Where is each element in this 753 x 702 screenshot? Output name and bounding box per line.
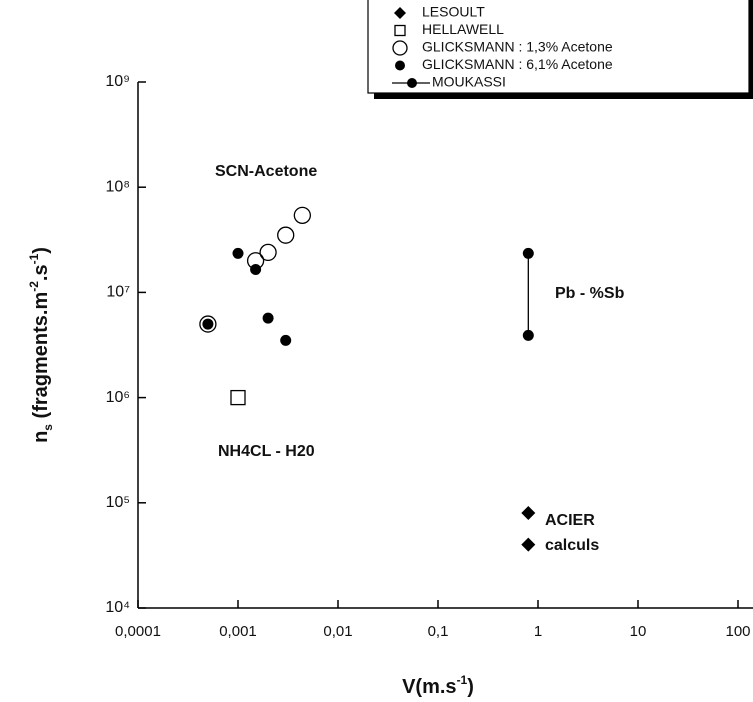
- legend-label: MOUKASSI: [432, 74, 506, 90]
- ylabel_parts-part: (fragments.m: [30, 292, 52, 424]
- x-tick-label: 10: [630, 623, 647, 640]
- open-circle-point: [293, 206, 311, 225]
- ylabel_parts-part: -1: [27, 253, 41, 264]
- square-point: [394, 24, 406, 37]
- ylabel_parts-part: s: [41, 424, 55, 431]
- legend-label: GLICKSMANN : 6,1% Acetone: [422, 56, 613, 72]
- square-point: [230, 389, 246, 406]
- dot-point: [202, 318, 214, 330]
- annotation: NH4CL - H20: [218, 443, 315, 460]
- ylabel_parts-part: .s: [30, 264, 52, 281]
- open-circle-point: [277, 226, 295, 244]
- y-tick-label: 10⁵: [106, 494, 130, 511]
- x-tick-label: 0,001: [219, 623, 257, 640]
- legend-box: [367, 0, 750, 94]
- dot-point: [407, 78, 417, 88]
- open-circle-point: [199, 315, 217, 333]
- y-tick-label: 10⁹: [105, 73, 130, 90]
- open-circle-point: [259, 243, 277, 262]
- y-tick-label: 10⁶: [106, 389, 130, 406]
- annotation: calculs: [545, 537, 599, 554]
- y-tick-label: 10⁷: [106, 284, 130, 301]
- y-tick-label: 10⁴: [105, 599, 130, 616]
- legend-label: LESOULT: [422, 4, 485, 20]
- dot-point: [250, 264, 262, 276]
- xlabel_parts-part: -1: [457, 673, 468, 687]
- open-circle-point: [392, 40, 408, 56]
- xlabel_parts: V(m.s-1): [402, 673, 474, 698]
- dot-point: [395, 60, 405, 71]
- ylabel_parts-part: n: [30, 431, 52, 443]
- legend-label: HELLAWELL: [422, 21, 504, 37]
- xlabel_parts-part: V(m.s: [402, 676, 456, 698]
- annotation: SCN-Acetone: [215, 163, 317, 180]
- y-tick-label: 10⁸: [105, 178, 130, 195]
- ylabel_parts-part: ): [30, 247, 52, 254]
- x-tick-label: 1: [534, 623, 542, 640]
- diamond-point: [521, 537, 536, 552]
- x-tick-label: 0,0001: [115, 623, 161, 640]
- dot-point: [232, 247, 244, 259]
- dot-point: [522, 329, 534, 341]
- ylabel_parts-part: -2: [27, 281, 41, 292]
- dot-point: [522, 247, 534, 259]
- x-tick-label: 0,01: [323, 623, 352, 640]
- xlabel_parts-part: ): [467, 676, 474, 698]
- ylabel_parts: ns (fragments.m-2.s-1): [27, 247, 55, 443]
- dot-point: [280, 334, 292, 346]
- annotation: ACIER: [545, 512, 595, 529]
- diamond-point: [394, 7, 406, 19]
- diamond-point: [521, 505, 536, 520]
- annotation: Pb - %Sb: [555, 285, 625, 302]
- x-tick-label: 0,1: [428, 623, 449, 640]
- legend-label: GLICKSMANN : 1,3% Acetone: [422, 39, 613, 55]
- dot-point: [262, 312, 274, 324]
- x-tick-label: 100: [725, 623, 750, 640]
